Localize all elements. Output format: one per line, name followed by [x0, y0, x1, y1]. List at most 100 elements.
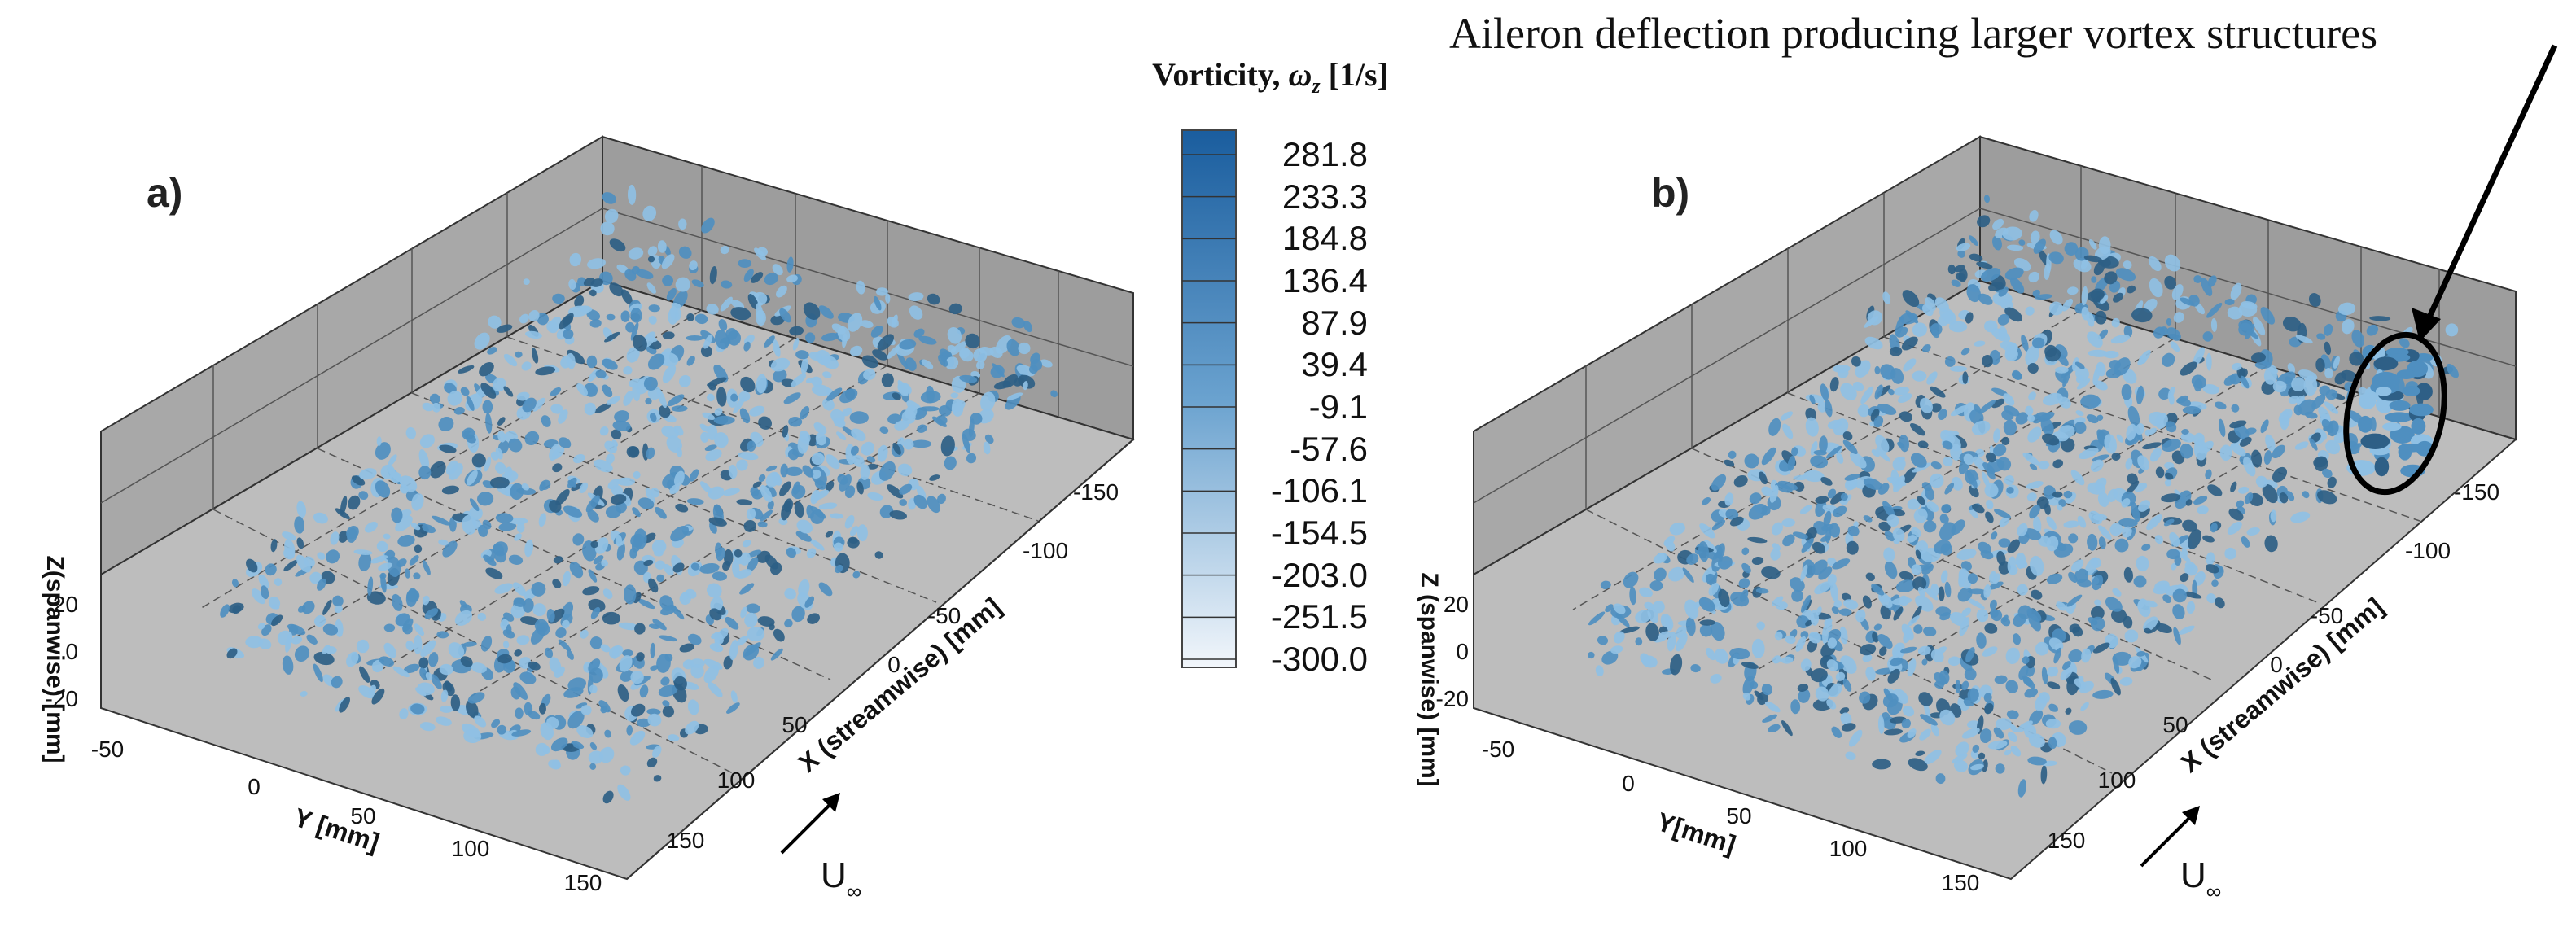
vortex-blob: [1824, 399, 1833, 418]
vortex-blob: [1742, 693, 1751, 701]
vortex-blob: [432, 402, 441, 413]
vortex-blob: [760, 484, 773, 503]
vortex-blob: [2315, 357, 2325, 373]
vortex-blob: [1706, 573, 1717, 586]
vortex-blob: [1956, 243, 1971, 251]
vortex-blob: [418, 449, 429, 470]
vortex-blob: [722, 561, 731, 571]
vortex-blob: [2056, 601, 2067, 611]
vortex-blob: [2087, 331, 2103, 348]
vortex-blob: [1768, 418, 1781, 436]
vortex-blob: [611, 429, 622, 439]
vortex-blob: [807, 613, 821, 624]
vortex-blob: [1619, 626, 1640, 634]
vortex-blob: [2112, 292, 2124, 303]
vortex-blob: [652, 746, 662, 758]
vortex-blob: [1991, 387, 2008, 396]
vortex-blob: [538, 513, 546, 527]
vortex-blob: [552, 463, 563, 473]
panel-b-z-tick: 20: [1444, 592, 1469, 617]
vortex-blob: [471, 662, 487, 674]
vortex-blob: [379, 572, 387, 579]
vortex-blob: [1733, 475, 1748, 488]
vortex-blob: [1597, 636, 1609, 645]
vortex-blob: [391, 507, 403, 523]
vortex-blob: [651, 488, 660, 498]
vortex-blob: [1996, 457, 2012, 471]
vortex-blob: [885, 293, 891, 304]
vortex-blob: [477, 612, 487, 621]
vortex-blob: [277, 630, 293, 645]
vortex-blob: [646, 447, 655, 460]
vortex-blob: [2142, 442, 2162, 450]
vortex-blob: [1873, 623, 1882, 631]
vortex-blob: [1771, 522, 1783, 536]
vortex-blob: [406, 589, 420, 603]
vortex-blob: [686, 498, 704, 505]
vortex-blob: [414, 544, 423, 553]
vortex-blob: [380, 464, 396, 479]
vortex-blob: [480, 635, 493, 652]
vortex-blob: [2100, 295, 2109, 304]
vortex-blob: [2295, 335, 2313, 344]
vortex-blob: [781, 501, 792, 521]
vortex-blob: [1983, 195, 1991, 203]
vortex-blob: [725, 616, 739, 630]
vortex-blob: [660, 605, 677, 616]
vortex-blob: [959, 374, 978, 383]
vortex-blob: [2253, 317, 2266, 336]
vortex-blob: [2231, 404, 2240, 413]
vortex-blob: [2324, 368, 2333, 379]
vortex-blob: [1978, 293, 1993, 305]
vortex-blob: [950, 392, 959, 399]
vortex-blob: [1729, 648, 1750, 660]
vortex-blob: [820, 355, 839, 369]
vortex-blob: [462, 514, 477, 535]
vortex-blob: [675, 277, 690, 292]
vortex-blob: [2009, 723, 2017, 732]
vortex-blob: [2172, 604, 2185, 619]
vortex-blob: [689, 469, 699, 482]
panel-a-flow-label: U∞: [821, 855, 861, 903]
colorbar-tick-label: -106.1: [1270, 471, 1368, 510]
vortex-blob: [477, 492, 494, 506]
vortex-blob: [647, 713, 662, 727]
vortex-blob: [2002, 226, 2022, 241]
vortex-blob: [1878, 592, 1893, 609]
vortex-blob: [422, 595, 430, 606]
vortex-blob: [419, 434, 435, 448]
vortex-blob: [757, 247, 768, 256]
vortex-blob: [316, 578, 326, 591]
vortex-blob: [913, 328, 925, 338]
vortex-blob: [866, 463, 878, 470]
vortex-blob: [2324, 341, 2332, 356]
vortex-blob: [532, 603, 546, 617]
vortex-blob: [765, 465, 778, 472]
vortex-blob: [1762, 714, 1778, 723]
vortex-blob: [447, 391, 462, 406]
panel-b-x-tick: 0: [2270, 652, 2283, 677]
vortex-blob: [765, 471, 781, 488]
vortex-blob: [2206, 302, 2223, 318]
vortex-blob: [2291, 377, 2306, 391]
vortex-blob: [650, 665, 659, 671]
vortex-blob: [436, 631, 449, 639]
vortex-blob: [2038, 461, 2050, 470]
vortex-blob: [2048, 737, 2057, 750]
vortex-blob: [654, 550, 664, 557]
vortex-blob: [791, 484, 806, 500]
vortex-blob: [450, 694, 461, 711]
vortex-blob: [703, 334, 713, 349]
vortex-blob: [1944, 581, 1952, 598]
vortex-blob: [1907, 658, 1917, 677]
vortex-blob: [1996, 718, 2012, 731]
panel-a-x-tick: 150: [667, 828, 705, 853]
vortex-blob: [2206, 564, 2219, 574]
vortex-blob: [1815, 496, 1829, 504]
vortex-blob: [2333, 432, 2346, 444]
vortex-blob: [1998, 538, 2011, 548]
vortex-blob: [1899, 313, 1918, 325]
vortex-blob: [287, 623, 306, 636]
vortex-blob: [1698, 540, 1710, 562]
vortex-blob: [261, 585, 269, 600]
